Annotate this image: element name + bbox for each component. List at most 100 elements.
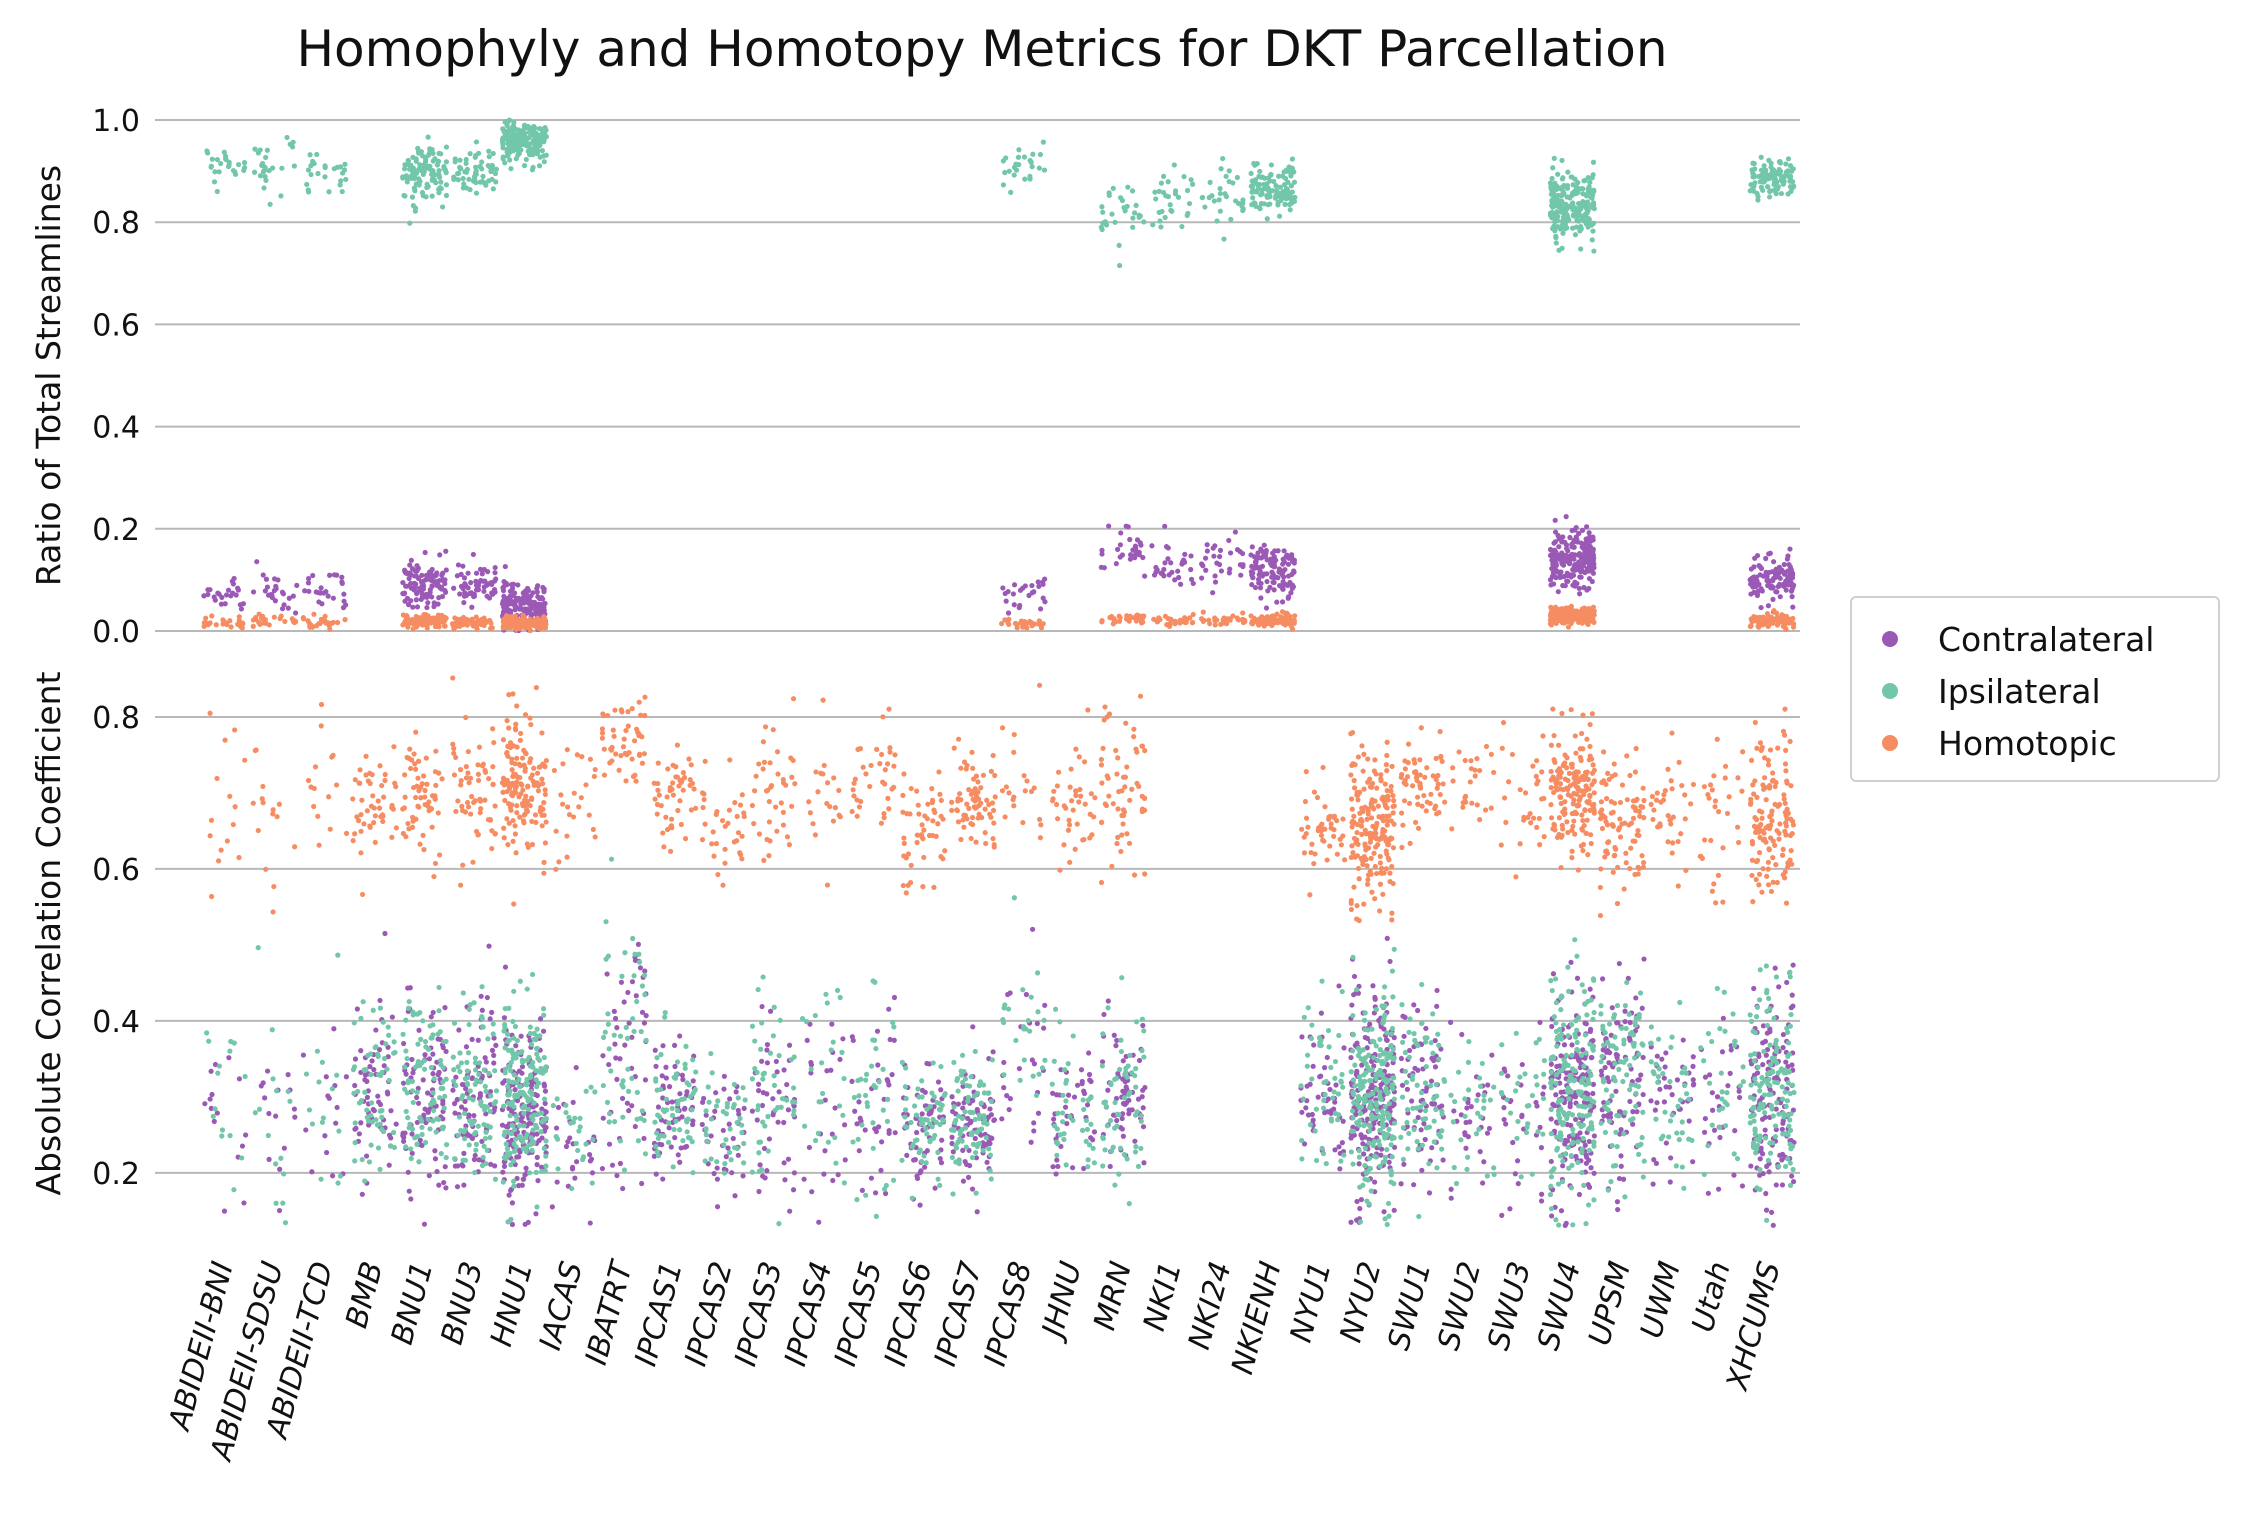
data-point bbox=[1127, 536, 1133, 543]
data-point bbox=[1583, 536, 1589, 542]
data-point bbox=[672, 1135, 678, 1141]
data-point bbox=[262, 588, 268, 594]
data-point bbox=[821, 1171, 827, 1177]
data-point bbox=[1288, 173, 1294, 179]
data-point bbox=[1123, 1084, 1129, 1090]
data-point bbox=[1549, 1023, 1555, 1030]
data-point bbox=[260, 572, 266, 578]
data-point bbox=[403, 570, 409, 576]
data-point bbox=[306, 588, 312, 594]
data-point bbox=[415, 575, 422, 582]
data-point bbox=[701, 1095, 707, 1102]
data-point bbox=[1558, 209, 1564, 215]
data-point bbox=[1249, 184, 1255, 190]
data-point bbox=[1674, 1077, 1681, 1083]
data-point bbox=[420, 578, 426, 585]
data-point bbox=[371, 1067, 377, 1073]
data-point bbox=[1042, 1002, 1048, 1008]
data-point bbox=[1758, 604, 1764, 611]
data-point bbox=[411, 587, 417, 593]
data-point bbox=[854, 1121, 860, 1127]
data-point bbox=[469, 1135, 476, 1142]
data-point bbox=[414, 1094, 420, 1101]
data-point bbox=[377, 1005, 384, 1011]
data-point bbox=[764, 1060, 770, 1066]
data-point bbox=[1549, 1213, 1555, 1219]
data-point bbox=[1214, 218, 1220, 224]
data-point bbox=[1748, 616, 1755, 622]
data-point bbox=[1566, 612, 1572, 618]
data-point bbox=[1640, 1054, 1646, 1061]
y-tick-label: 0.8 bbox=[92, 701, 140, 736]
data-point bbox=[1138, 542, 1144, 548]
data-point bbox=[1486, 1125, 1493, 1132]
data-point bbox=[1789, 1173, 1795, 1179]
data-point bbox=[273, 1200, 279, 1206]
data-point bbox=[1783, 161, 1789, 167]
data-point bbox=[949, 1094, 955, 1100]
data-point bbox=[1591, 202, 1597, 208]
data-point bbox=[1787, 173, 1794, 180]
data-point bbox=[759, 1003, 765, 1010]
data-point bbox=[239, 1143, 246, 1149]
data-point bbox=[1633, 995, 1639, 1001]
data-point bbox=[370, 1007, 376, 1013]
data-point bbox=[419, 572, 425, 578]
data-point bbox=[1017, 620, 1024, 626]
data-point bbox=[1016, 1065, 1023, 1072]
data-point bbox=[306, 1107, 313, 1113]
data-point bbox=[1113, 561, 1119, 567]
data-point bbox=[1434, 1003, 1440, 1009]
data-point bbox=[1783, 169, 1790, 175]
data-point bbox=[1119, 197, 1126, 204]
data-point bbox=[1130, 215, 1136, 221]
data-point bbox=[508, 166, 514, 172]
data-point bbox=[1485, 1082, 1491, 1088]
data-point bbox=[635, 941, 641, 947]
data-point bbox=[479, 159, 485, 165]
data-point bbox=[1779, 1126, 1785, 1132]
data-point bbox=[521, 139, 527, 145]
data-point bbox=[1124, 203, 1130, 209]
data-point bbox=[409, 1056, 415, 1063]
data-point bbox=[565, 1139, 571, 1145]
data-point bbox=[1024, 625, 1030, 631]
data-point bbox=[492, 564, 498, 571]
data-point bbox=[407, 581, 414, 587]
data-point bbox=[1108, 615, 1114, 621]
data-point bbox=[1182, 551, 1188, 557]
data-point bbox=[1304, 1083, 1310, 1089]
data-point bbox=[462, 169, 468, 175]
data-point bbox=[441, 1179, 447, 1186]
data-point bbox=[626, 1020, 632, 1026]
data-point bbox=[612, 1041, 618, 1047]
data-point bbox=[1577, 574, 1583, 580]
data-point bbox=[385, 1024, 391, 1030]
data-point bbox=[1690, 1082, 1697, 1088]
data-point bbox=[884, 1077, 890, 1083]
data-point bbox=[1280, 580, 1286, 586]
data-point bbox=[1156, 188, 1162, 194]
data-point bbox=[1591, 187, 1597, 193]
data-point bbox=[331, 1026, 337, 1032]
data-point bbox=[278, 1155, 284, 1161]
data-point bbox=[1022, 176, 1028, 182]
data-point bbox=[1561, 553, 1567, 559]
data-point bbox=[786, 1042, 793, 1048]
data-point bbox=[1258, 192, 1264, 198]
data-point bbox=[1240, 617, 1246, 623]
data-point bbox=[384, 1089, 391, 1095]
data-point bbox=[1468, 1104, 1474, 1110]
data-point bbox=[455, 562, 462, 568]
data-point bbox=[1257, 585, 1264, 591]
data-point bbox=[1558, 1208, 1565, 1214]
data-point bbox=[609, 1162, 616, 1168]
data-point bbox=[570, 1099, 576, 1105]
data-point bbox=[1218, 568, 1225, 574]
data-point bbox=[1550, 165, 1556, 171]
data-point bbox=[323, 1074, 329, 1080]
data-point bbox=[671, 1042, 678, 1048]
data-point bbox=[1256, 555, 1262, 561]
data-point bbox=[436, 595, 442, 601]
data-point bbox=[1787, 163, 1794, 169]
